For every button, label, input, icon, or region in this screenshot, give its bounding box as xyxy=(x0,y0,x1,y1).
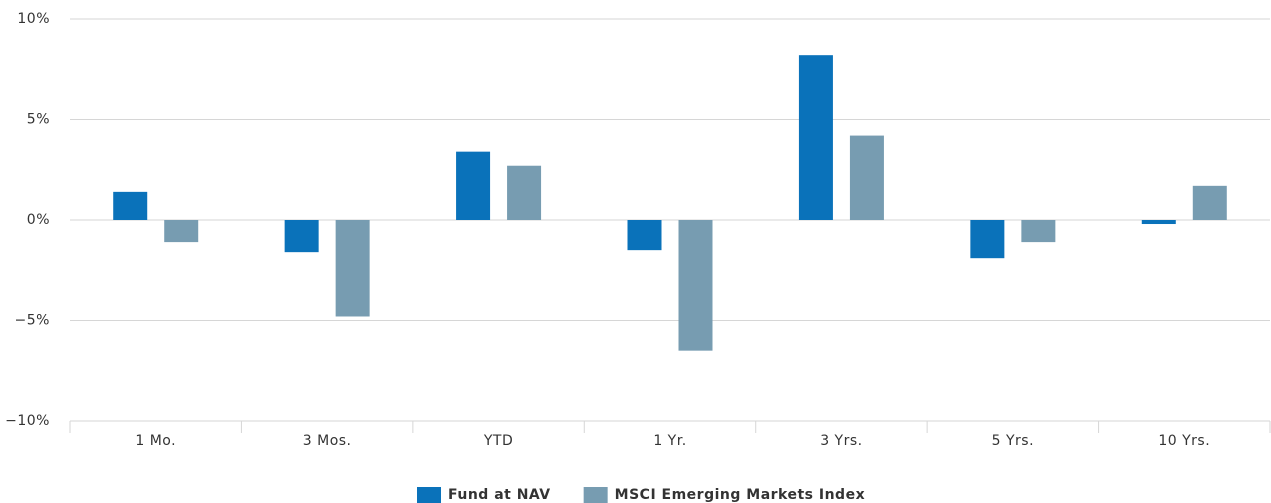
legend-swatch xyxy=(583,487,608,503)
x-tick-label: 3 Mos. xyxy=(303,433,352,449)
bar xyxy=(1021,220,1056,243)
bar xyxy=(113,191,148,220)
bar xyxy=(1141,220,1176,225)
y-tick-label: −5% xyxy=(15,313,50,329)
bar xyxy=(335,220,370,317)
bar xyxy=(164,220,199,243)
legend-label: Fund at NAV xyxy=(448,487,551,503)
y-tick-label: −10% xyxy=(5,413,50,429)
bar xyxy=(627,220,662,251)
x-tick-label: 3 Yrs. xyxy=(820,433,862,449)
y-tick-label: 0% xyxy=(27,212,50,228)
bar xyxy=(798,55,833,221)
bar xyxy=(1192,185,1227,220)
bar xyxy=(284,220,319,253)
x-tick-label: YTD xyxy=(483,433,513,449)
x-tick-label: 1 Yr. xyxy=(653,433,686,449)
bar xyxy=(849,135,884,220)
bar xyxy=(678,220,713,351)
x-tick-label: 10 Yrs. xyxy=(1158,433,1210,449)
x-tick-label: 1 Mo. xyxy=(135,433,176,449)
bar xyxy=(970,220,1005,259)
y-tick-label: 10% xyxy=(17,11,50,27)
y-tick-label: 5% xyxy=(27,112,50,128)
bar xyxy=(507,165,542,220)
legend-label: MSCI Emerging Markets Index xyxy=(615,487,865,503)
legend-swatch xyxy=(417,487,441,503)
x-tick-label: 5 Yrs. xyxy=(992,433,1034,449)
bar xyxy=(456,151,491,220)
